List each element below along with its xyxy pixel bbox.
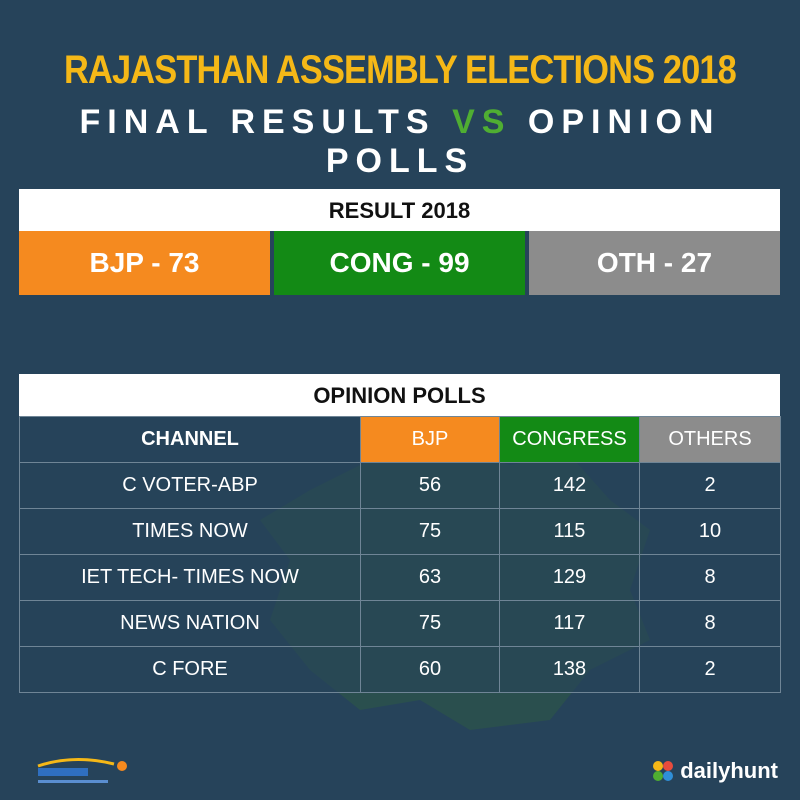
cell-channel: IET TECH- TIMES NOW <box>19 554 361 601</box>
result-panel: RESULT 2018 BJP - 73 CONG - 99 OTH - 27 <box>19 189 780 295</box>
cell-congress: 138 <box>499 646 640 693</box>
table-row: NEWS NATION 75 117 8 <box>19 600 781 647</box>
subtitle-part1: FINAL RESULTS <box>79 103 453 141</box>
result-others: OTH - 27 <box>525 231 780 295</box>
cell-congress: 115 <box>499 508 640 555</box>
cell-others: 8 <box>639 600 781 647</box>
cell-channel: NEWS NATION <box>19 600 361 647</box>
cell-others: 8 <box>639 554 781 601</box>
subtitle-vs: VS <box>452 103 512 141</box>
polls-header: OPINION POLLS <box>19 374 780 416</box>
main-title: RAJASTHAN ASSEMBLY ELECTIONS 2018 <box>64 48 737 92</box>
result-header: RESULT 2018 <box>19 189 780 231</box>
opinion-polls-panel: OPINION POLLS CHANNEL BJP CONGRESS OTHER… <box>19 374 781 693</box>
cell-bjp: 56 <box>360 462 500 509</box>
result-congress: CONG - 99 <box>270 231 525 295</box>
subtitle: FINAL RESULTS VS OPINION POLLS <box>0 103 800 181</box>
cell-others: 2 <box>639 646 781 693</box>
result-row: BJP - 73 CONG - 99 OTH - 27 <box>19 231 780 295</box>
cell-channel: C VOTER-ABP <box>19 462 361 509</box>
cell-bjp: 75 <box>360 600 500 647</box>
cell-congress: 129 <box>499 554 640 601</box>
cell-others: 10 <box>639 508 781 555</box>
dailyhunt-logo: dailyhunt <box>651 758 778 784</box>
subtitle-part2: OPINION POLLS <box>325 103 721 180</box>
dailyhunt-icon <box>653 761 674 781</box>
cell-congress: 142 <box>499 462 640 509</box>
cell-channel: TIMES NOW <box>19 508 361 555</box>
col-congress: CONGRESS <box>499 416 640 463</box>
polls-table: CHANNEL BJP CONGRESS OTHERS C VOTER-ABP … <box>19 416 781 693</box>
col-bjp: BJP <box>360 416 500 463</box>
cell-others: 2 <box>639 462 781 509</box>
table-row: TIMES NOW 75 115 10 <box>19 508 781 555</box>
col-channel: CHANNEL <box>19 416 361 463</box>
cell-bjp: 75 <box>360 508 500 555</box>
cell-channel: C FORE <box>19 646 361 693</box>
portal-logo <box>37 757 127 783</box>
table-row: C VOTER-ABP 56 142 2 <box>19 462 781 509</box>
cell-bjp: 60 <box>360 646 500 693</box>
cell-congress: 117 <box>499 600 640 647</box>
result-bjp: BJP - 73 <box>19 231 270 295</box>
polls-header-row: CHANNEL BJP CONGRESS OTHERS <box>19 416 781 463</box>
dailyhunt-brand: dailyhunt <box>680 758 778 783</box>
table-row: C FORE 60 138 2 <box>19 646 781 693</box>
table-row: IET TECH- TIMES NOW 63 129 8 <box>19 554 781 601</box>
cell-bjp: 63 <box>360 554 500 601</box>
col-others: OTHERS <box>639 416 781 463</box>
